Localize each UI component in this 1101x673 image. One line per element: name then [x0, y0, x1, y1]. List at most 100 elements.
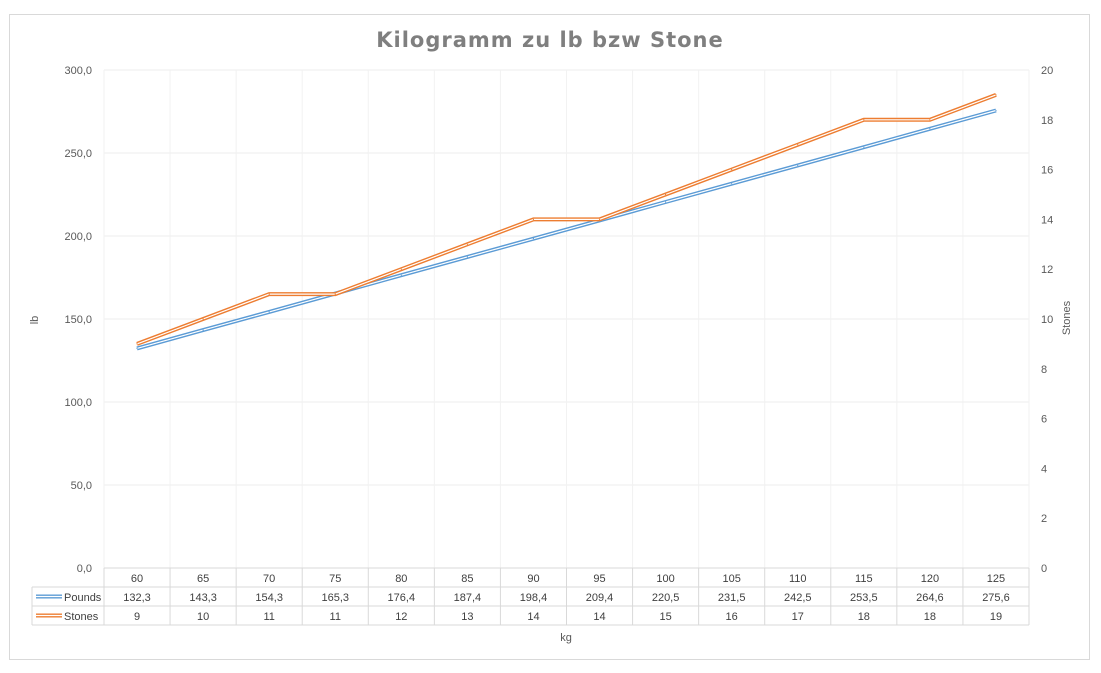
data-point [202, 318, 204, 320]
data-label: 264,6 [916, 592, 944, 604]
data-point [929, 128, 931, 130]
x-tick-label: 90 [527, 573, 539, 585]
y2-tick-label: 18 [1041, 115, 1053, 127]
series-line-inner-pounds [136, 109, 997, 349]
data-point [136, 347, 138, 349]
data-point [863, 146, 865, 148]
data-point [929, 119, 931, 121]
x-axis-label: kg [560, 632, 572, 644]
data-label: 198,4 [520, 592, 548, 604]
y-axis-label: lb [29, 316, 41, 325]
x-tick-label: 95 [593, 573, 605, 585]
data-label: 19 [990, 611, 1002, 623]
data-label: 132,3 [123, 592, 151, 604]
data-label: 15 [659, 611, 671, 623]
data-label: 220,5 [652, 592, 680, 604]
data-point [797, 164, 799, 167]
y-tick-label: 150,0 [64, 314, 92, 326]
data-label: 11 [263, 611, 274, 623]
data-label: 12 [395, 611, 407, 623]
y2-tick-label: 10 [1041, 314, 1053, 326]
data-label: 14 [593, 611, 605, 623]
data-point [797, 144, 799, 146]
data-point [136, 343, 138, 345]
x-tick-label: 115 [855, 573, 873, 585]
data-label: 275,6 [982, 592, 1010, 604]
data-label: 143,3 [189, 592, 217, 604]
y-tick-label: 100,0 [64, 397, 92, 409]
y2-tick-label: 0 [1041, 563, 1047, 575]
data-point [268, 311, 270, 313]
y2-axis-label: Stones [1061, 300, 1073, 335]
y2-tick-label: 20 [1041, 65, 1053, 77]
series-layer [136, 93, 997, 351]
series-line-inner-stones [136, 94, 997, 345]
series-stones [136, 93, 997, 346]
x-tick-label: 75 [329, 573, 341, 585]
y2-tick-label: 14 [1041, 214, 1053, 226]
legend-label: Stones [64, 611, 99, 623]
data-point [731, 183, 733, 185]
y-tick-label: 200,0 [64, 231, 92, 243]
data-label: 187,4 [454, 592, 482, 604]
y-tick-label: 250,0 [64, 148, 92, 160]
data-point [400, 268, 402, 270]
data-label: 242,5 [784, 592, 812, 604]
chart-title: Kilogramm zu lb bzw Stone [376, 28, 724, 52]
data-label: 18 [924, 611, 936, 623]
data-point [334, 293, 336, 295]
x-tick-label: 70 [263, 573, 275, 585]
x-tick-label: 85 [461, 573, 473, 585]
data-point [995, 94, 997, 96]
y2-tick-label: 4 [1041, 463, 1047, 475]
data-point [400, 274, 402, 276]
data-label: 209,4 [586, 592, 614, 604]
y2-tick-label: 6 [1041, 414, 1047, 426]
data-label: 17 [792, 611, 804, 623]
axis-ticks: 0,0 50,0 100,0 150,0 200,0 250,0 300,0 0 2 4 6 8 10 1… [64, 65, 1053, 575]
data-label: 9 [134, 611, 140, 623]
x-tick-label: 110 [789, 573, 807, 585]
data-point [863, 119, 865, 121]
data-point [532, 218, 535, 220]
data-label: 165,3 [321, 592, 349, 604]
data-point [665, 193, 667, 196]
y2-tick-label: 8 [1041, 364, 1047, 376]
legend-label: Pounds [64, 592, 102, 604]
x-tick-label: 125 [987, 573, 1005, 585]
y-tick-label: 0,0 [77, 563, 92, 575]
data-point [466, 256, 468, 258]
data-label: 176,4 [388, 592, 416, 604]
data-point [532, 238, 535, 240]
x-tick-label: 60 [131, 573, 143, 585]
x-tick-label: 105 [722, 573, 740, 585]
data-point [665, 201, 667, 203]
data-point [268, 293, 270, 295]
data-point [598, 218, 601, 220]
data-label: 18 [858, 611, 870, 623]
data-label: 253,5 [850, 592, 878, 604]
data-label: 14 [527, 611, 539, 623]
data-label: 10 [197, 611, 209, 623]
data-point [202, 329, 204, 331]
data-label: 13 [461, 611, 473, 623]
y2-tick-label: 16 [1041, 165, 1053, 177]
data-point [466, 243, 468, 245]
x-tick-label: 65 [197, 573, 209, 585]
x-tick-label: 80 [395, 573, 407, 585]
data-table: 60 65 70 75 80 85 90 95 100 105 110 115 120 125 Pounds… [31, 567, 1030, 626]
x-tick-label: 120 [921, 573, 939, 585]
y-tick-label: 300,0 [64, 65, 92, 77]
x-tick-label: 100 [656, 573, 674, 585]
data-label: 16 [726, 611, 738, 623]
data-point [731, 169, 733, 171]
series-pounds [136, 108, 997, 351]
data-label: 154,3 [255, 592, 283, 604]
data-label: 231,5 [718, 592, 746, 604]
data-point [995, 109, 997, 112]
y-tick-label: 50,0 [71, 480, 92, 492]
data-label: 11 [330, 611, 341, 623]
y2-tick-label: 2 [1041, 513, 1047, 525]
y2-tick-label: 12 [1041, 264, 1053, 276]
